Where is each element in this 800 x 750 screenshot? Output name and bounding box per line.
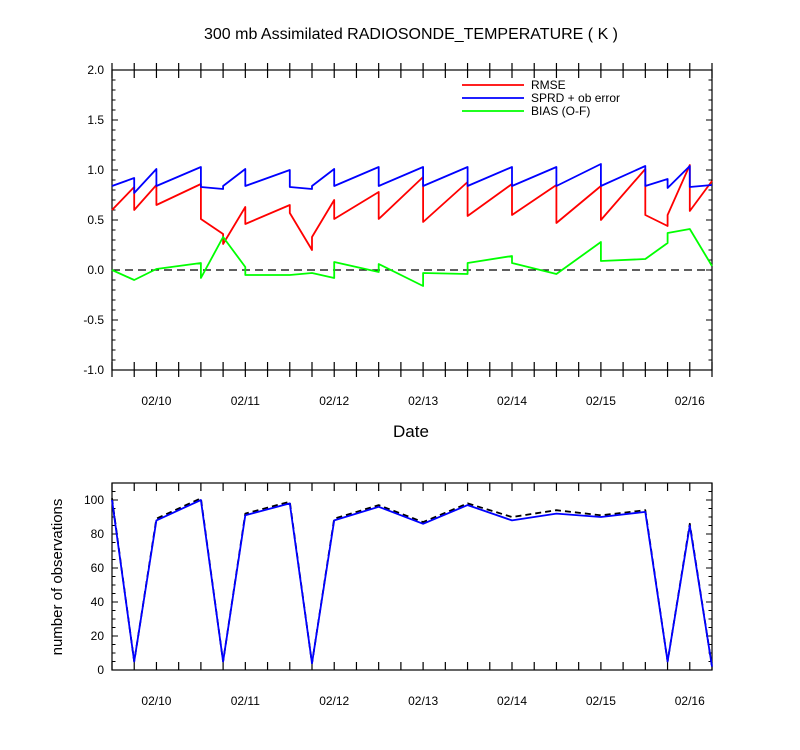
bottom-chart: 0 20 40 60 80 100 02/10 02/11 02/12 02/13 02/14 02/… <box>84 482 713 708</box>
x-tick-label: 02/10 <box>141 394 171 408</box>
y-tick-label: 100 <box>84 493 104 507</box>
top-chart: -1.0 -0.5 0.0 0.5 1.0 1.5 2.0 02/10 02/11 02/12 02… <box>83 63 713 408</box>
series-line-bias-o-f <box>111 228 713 287</box>
x-tick-label: 02/12 <box>319 694 349 708</box>
legend-label: SPRD + ob error <box>531 91 620 105</box>
legend-label: BIAS (O-F) <box>531 104 590 118</box>
x-tick-label: 02/16 <box>675 394 705 408</box>
x-tick-label: 02/16 <box>675 694 705 708</box>
y-axis-label-observations: number of observations <box>49 499 66 656</box>
x-tick-label: 02/14 <box>497 694 527 708</box>
y-tick-label: 40 <box>91 595 105 609</box>
y-tick-label: 1.0 <box>87 163 104 177</box>
series-line-rmse <box>111 164 713 251</box>
x-tick-label: 02/15 <box>586 694 616 708</box>
x-tick-label: 02/13 <box>408 394 438 408</box>
x-tick-label: 02/10 <box>141 694 171 708</box>
x-tick-label: 02/13 <box>408 694 438 708</box>
chart-title: 300 mb Assimilated RADIOSONDE_TEMPERATUR… <box>204 26 618 43</box>
y-tick-label: -0.5 <box>83 313 104 327</box>
y-tick-label: 2.0 <box>87 63 104 77</box>
x-tick-label: 02/11 <box>231 394 260 408</box>
series-line-used <box>111 499 713 667</box>
y-tick-label: -1.0 <box>83 363 104 377</box>
y-tick-label: 80 <box>91 527 105 541</box>
y-tick-label: 1.5 <box>87 113 104 127</box>
x-tick-label: 02/14 <box>497 394 527 408</box>
y-tick-label: 0.5 <box>87 213 104 227</box>
series-line-total <box>111 497 713 667</box>
y-tick-label: 0.0 <box>87 263 104 277</box>
legend-label: RMSE <box>531 78 566 92</box>
x-tick-label: 02/12 <box>319 394 349 408</box>
y-tick-label: 60 <box>91 561 105 575</box>
series-line-sprd-ob-error <box>111 163 713 194</box>
x-axis-label: Date <box>393 422 429 441</box>
x-tick-label: 02/15 <box>586 394 616 408</box>
y-tick-label: 0 <box>97 663 104 677</box>
y-tick-label: 20 <box>91 629 105 643</box>
x-tick-label: 02/11 <box>231 694 260 708</box>
